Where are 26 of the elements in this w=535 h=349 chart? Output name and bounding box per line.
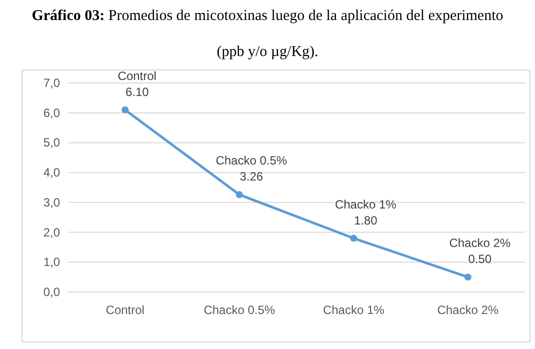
y-tick-label: 2,0 <box>43 225 60 240</box>
data-label: 3.26 <box>240 170 264 184</box>
data-label: 1.80 <box>354 213 378 228</box>
point <box>122 106 129 114</box>
category-label: Control <box>118 68 156 83</box>
point <box>464 274 472 281</box>
y-tick-label: 6,0 <box>43 106 60 120</box>
x-tick-label: Chacko 0.5% <box>204 303 276 317</box>
y-tick-label: 1,0 <box>43 255 60 270</box>
data-label: 0.50 <box>468 252 492 266</box>
chart-title: Gráfico 03: Promedios de micotoxinas luego de la aplicación del experimento <box>32 8 504 24</box>
y-tick-label: 4,0 <box>43 166 60 180</box>
y-tick-label: 5,0 <box>43 136 60 150</box>
y-tick-label: 0,0 <box>43 285 60 299</box>
category-label: Chacko 1% <box>334 197 396 212</box>
data-label: 6.10 <box>125 84 150 99</box>
point <box>350 234 358 242</box>
point <box>236 191 243 198</box>
x-tick-label: Chacko 2% <box>437 303 499 317</box>
x-tick-label: Chacko 1% <box>322 303 385 317</box>
category-label: Chacko 2% <box>449 236 511 250</box>
x-tick-label: Control <box>106 303 144 317</box>
y-tick-label: 3,0 <box>43 195 60 210</box>
y-tick-label: 7,0 <box>43 76 60 90</box>
category-label: Chacko 0.5% <box>216 154 288 168</box>
chart-subtitle: (ppb y/o µg/Kg). <box>216 44 318 60</box>
